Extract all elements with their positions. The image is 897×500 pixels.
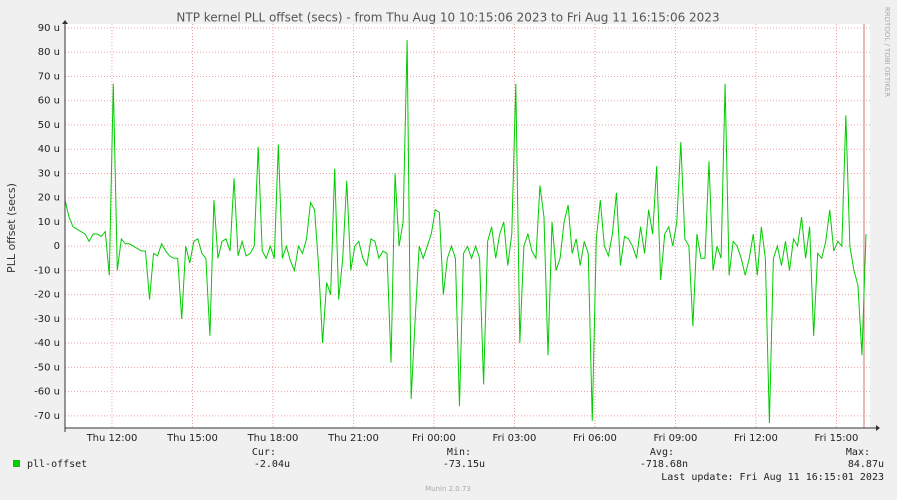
x-tick-label: Fri 00:00 [412, 433, 456, 444]
stat-label: Avg: [650, 447, 674, 458]
x-tick-label: Fri 15:00 [814, 433, 858, 444]
y-tick-label: -10 u [34, 265, 60, 276]
stat-value: -2.04u [254, 459, 290, 470]
stat-value: -718.68n [640, 459, 688, 470]
x-tick-label: Thu 18:00 [247, 433, 299, 444]
x-arrow [876, 425, 880, 431]
stat-value: -73.15u [443, 459, 485, 470]
stat-label: Min: [447, 447, 471, 458]
plot-area [65, 24, 870, 428]
y-tick-label: -30 u [34, 314, 60, 325]
y-tick-label: 30 u [38, 168, 60, 179]
x-tick-label: Fri 09:00 [653, 433, 697, 444]
y-tick-label: -70 u [34, 411, 60, 422]
stat-value: 84.87u [848, 459, 884, 470]
last-update: Last update: Fri Aug 11 16:15:01 2023 [661, 472, 884, 483]
y-tick-label: -60 u [34, 387, 60, 398]
stat-label: Cur: [252, 447, 276, 458]
grid [65, 24, 870, 428]
y-tick-label: 10 u [38, 217, 60, 228]
marks [64, 40, 867, 424]
y-tick-label: 90 u [38, 23, 60, 34]
footer: Munin 2.0.73 [425, 485, 471, 493]
legend-swatch [13, 460, 20, 467]
x-tick-label: Fri 06:00 [573, 433, 617, 444]
y-tick-label: 80 u [38, 47, 60, 58]
line [64, 40, 867, 424]
y-tick-label: 50 u [38, 120, 60, 131]
x-tick-label: Fri 12:00 [734, 433, 778, 444]
x-tick-label: Thu 21:00 [327, 433, 379, 444]
x-tick-label: Thu 15:00 [166, 433, 218, 444]
x-tick-label: Fri 03:00 [492, 433, 536, 444]
y-arrow [62, 20, 68, 24]
y-tick-label: -50 u [34, 362, 60, 373]
y-tick-label: 60 u [38, 96, 60, 107]
x-tick-label: Thu 12:00 [86, 433, 138, 444]
stat-label: Max: [846, 447, 870, 458]
chart-title: NTP kernel PLL offset (secs) - from Thu … [176, 11, 719, 25]
y-tick-label: 70 u [38, 71, 60, 82]
y-tick-label: -40 u [34, 338, 60, 349]
y-tick-label: 40 u [38, 144, 60, 155]
y-tick-label: -20 u [34, 290, 60, 301]
y-axis-title: PLL offset (secs) [5, 183, 18, 273]
y-tick-label: 0 [54, 241, 60, 252]
legend-label: pll-offset [27, 459, 87, 470]
side-label: RRDTOOL / TOBI OETIKER [883, 7, 891, 97]
y-tick-label: 20 u [38, 193, 60, 204]
